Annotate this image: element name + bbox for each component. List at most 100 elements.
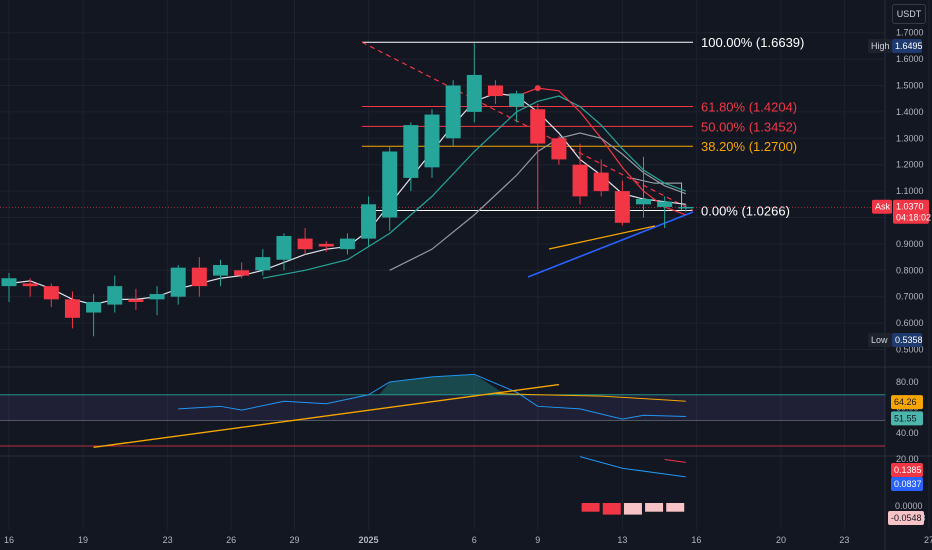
fib-retracement[interactable]: 100.00% (1.6639) 61.80% (1.4204) 50.00% (1…: [361, 35, 804, 218]
candle-body: [191, 267, 207, 287]
badge-value: 1.6495: [895, 41, 923, 51]
candle-body: [636, 199, 651, 205]
candle-body: [382, 151, 398, 218]
triangle-pattern: [630, 177, 683, 210]
price-tick-label: 1.4000: [896, 107, 924, 117]
candle-body: [424, 114, 440, 168]
rsi-tick-label: 20.00: [896, 454, 919, 464]
candle-body: [487, 85, 503, 97]
candle-body: [614, 191, 630, 223]
time-tick-label: 19: [78, 535, 88, 545]
price-tick-label: 0.8000: [896, 265, 924, 275]
time-tick-label: 23: [163, 535, 173, 545]
candle-body: [128, 299, 144, 302]
candle-body: [339, 238, 355, 250]
support-trendline: [527, 211, 694, 278]
badge-label: High: [871, 41, 890, 51]
fib-level-label: 61.80% (1.4204): [701, 100, 797, 115]
price-tick-label: 1.2000: [896, 160, 924, 170]
candle-body: [234, 270, 250, 276]
ask-label-bg: [872, 199, 892, 214]
candle-body: [255, 257, 271, 271]
candle-body: [593, 172, 609, 192]
time-tick-label: 26: [226, 535, 236, 545]
candle-body: [170, 267, 186, 297]
macd-histogram-bar: [581, 503, 600, 512]
price-tick-label: 1.7000: [896, 28, 924, 38]
candle-body: [64, 299, 80, 318]
macd-hist-badge: -0.0548: [891, 513, 922, 523]
macd-histogram-bar: [645, 503, 664, 512]
badge-value: 0.5358: [895, 335, 923, 345]
time-tick-label: 9: [535, 535, 540, 545]
trend-lines[interactable]: [0, 177, 885, 278]
candle-body: [43, 286, 59, 300]
candle-body: [22, 283, 38, 287]
rsi-tick-label: 40.00: [896, 428, 919, 438]
fib-level-label: 0.00% (1.0266): [701, 203, 790, 218]
badge-label-bg: [868, 333, 892, 348]
ask-price: 1.0370: [896, 202, 924, 212]
macd-line-badge-bg: [891, 477, 923, 491]
badge-label: Low: [871, 335, 888, 345]
candle-body: [1, 278, 17, 287]
macd-line-badge: 0.0837: [894, 479, 922, 489]
support-trendline-orange: [548, 225, 656, 250]
rsi-badge-bg: [891, 411, 923, 426]
time-tick-label: 16: [691, 535, 701, 545]
unit-badge[interactable]: USDT: [892, 4, 926, 24]
macd-pane: [579, 456, 686, 515]
moving-average-line: [389, 132, 687, 271]
macd-histogram-bar: [666, 503, 685, 512]
fib-level-label: 50.00% (1.3452): [701, 119, 797, 134]
fib-level-label: 100.00% (1.6639): [701, 35, 804, 50]
price-tick-label: 1.1000: [896, 186, 924, 196]
price-tick-label: 0.6000: [896, 318, 924, 328]
candle-body: [86, 301, 102, 313]
rsi-band: [0, 394, 885, 421]
macd-hist-badge-bg: [888, 511, 924, 525]
candle-body: [213, 265, 228, 276]
fib-trend-dashed: [361, 41, 694, 212]
time-tick-label: 23: [839, 535, 849, 545]
badge-value-bg: [892, 39, 922, 54]
time-tick-label: 2025: [359, 535, 379, 545]
time-tick-label: 6: [472, 535, 477, 545]
macd-histogram-bar: [623, 503, 642, 515]
macd-histogram-bar: [602, 503, 621, 515]
macd-series-line: [579, 456, 686, 478]
candle-body: [361, 204, 377, 239]
candle-body: [318, 243, 334, 247]
macd-tick-label: 0.0000: [895, 501, 923, 511]
candle-body: [551, 138, 567, 160]
ask-label: Ask: [875, 202, 891, 212]
candle-body: [657, 201, 673, 207]
time-tick-label: 29: [290, 535, 300, 545]
moving-average-line: [262, 95, 687, 279]
price-tick-label: 0.9000: [896, 239, 924, 249]
ma-marker: [534, 85, 541, 92]
rsi-pane: [0, 373, 885, 448]
macd-series-line: [664, 459, 686, 463]
candles: [1, 43, 694, 337]
price-tick-label: 0.5000: [896, 345, 924, 355]
price-tick-label: 1.3000: [896, 133, 924, 143]
price-tick-label: 1.6000: [896, 54, 924, 64]
ask-countdown: 04:18:02: [896, 213, 931, 223]
candle-body: [403, 125, 419, 178]
time-tick-label: 16: [4, 535, 14, 545]
candle-body: [276, 235, 292, 260]
rsi-series-line: [178, 373, 686, 420]
candle-body: [572, 164, 588, 197]
badge-value-bg: [892, 333, 922, 348]
candle-body: [466, 74, 482, 112]
rsi-ma-badge: 64.26: [894, 397, 917, 407]
macd-signal-badge: 0.1385: [894, 465, 922, 475]
macd-signal-badge-bg: [891, 463, 923, 477]
time-tick-label: 20: [776, 535, 786, 545]
rsi-badge: 51.55: [894, 413, 917, 423]
rsi-tick-label: 80.00: [896, 377, 919, 387]
time-axis[interactable]: 16 19 23 26 29 2025 6 9 13 16 20 23 27: [4, 535, 932, 545]
